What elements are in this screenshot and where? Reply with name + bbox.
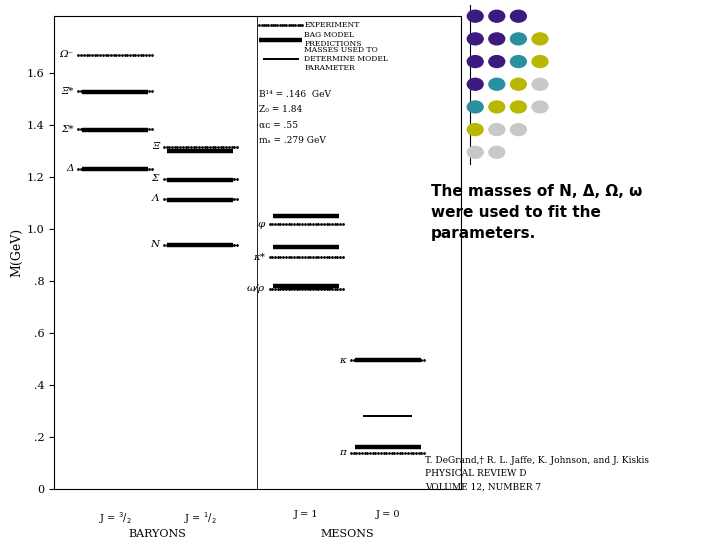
Text: κ: κ (339, 356, 346, 364)
Text: αᴄ = .55: αᴄ = .55 (259, 121, 299, 130)
Text: EXPERIMENT: EXPERIMENT (304, 21, 359, 29)
Text: B¹⁴ = .146  GeV: B¹⁴ = .146 GeV (259, 90, 331, 99)
Text: N: N (150, 240, 159, 249)
Text: J = 1: J = 1 (294, 510, 318, 519)
Y-axis label: M(GeV): M(GeV) (11, 228, 24, 277)
Text: MASSES USED TO
DETERMINE MODEL
PARAMETER: MASSES USED TO DETERMINE MODEL PARAMETER (304, 46, 388, 72)
Text: ω/ρ: ω/ρ (246, 284, 265, 293)
Text: J = $^{1}/_{2}$: J = $^{1}/_{2}$ (184, 510, 217, 526)
Text: Ω⁻: Ω⁻ (60, 50, 73, 59)
Text: Λ: Λ (151, 194, 159, 204)
Text: BAG MODEL
PREDICTIONS: BAG MODEL PREDICTIONS (304, 31, 361, 48)
Text: Ξ*: Ξ* (61, 87, 73, 96)
Text: Z₀ = 1.84: Z₀ = 1.84 (259, 105, 302, 114)
Text: BARYONS: BARYONS (129, 529, 186, 539)
Text: J = 0: J = 0 (375, 510, 400, 519)
Text: π: π (339, 448, 346, 457)
Text: Δ: Δ (66, 164, 73, 173)
Text: J = $^{3}/_{2}$: J = $^{3}/_{2}$ (99, 510, 132, 526)
Text: mₛ = .279 GeV: mₛ = .279 GeV (259, 136, 326, 145)
Text: MESONS: MESONS (320, 529, 374, 539)
Text: φ: φ (258, 220, 265, 228)
Text: Ξ: Ξ (152, 142, 159, 151)
Text: Σ: Σ (152, 174, 159, 184)
Text: The masses of N, Δ, Ω, ω
were used to fit the
parameters.: The masses of N, Δ, Ω, ω were used to fi… (431, 184, 642, 241)
Text: κ*: κ* (253, 253, 265, 261)
Text: Σ*: Σ* (61, 125, 73, 133)
Text: T. DeGrand,† R. L. Jaffe, K. Johnson, and J. Kiskis
PHYSICAL REVIEW D
VOLUME 12,: T. DeGrand,† R. L. Jaffe, K. Johnson, an… (425, 456, 649, 492)
